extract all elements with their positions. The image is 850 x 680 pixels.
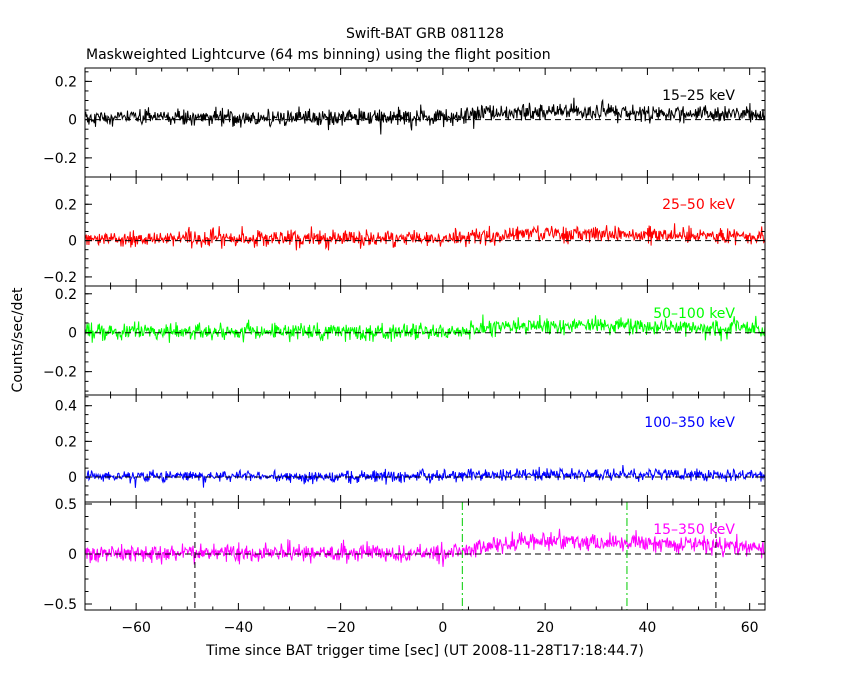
y-tick-label: −0.2 bbox=[43, 151, 77, 167]
y-tick-label: 0 bbox=[68, 547, 77, 563]
panel-band-label: 50–100 keV bbox=[653, 306, 735, 322]
series-line-0 bbox=[85, 97, 765, 135]
chart-title: Swift-BAT GRB 081128 bbox=[346, 26, 504, 42]
y-tick-label: 0 bbox=[68, 113, 77, 129]
y-tick-label: −0.5 bbox=[43, 597, 77, 613]
y-tick-label: 0 bbox=[68, 470, 77, 486]
x-tick-label: −20 bbox=[326, 620, 356, 636]
x-tick-label: −40 bbox=[224, 620, 254, 636]
panel-band-label: 25–50 keV bbox=[662, 197, 735, 213]
panel-3: 0 0.2 0.4 100–350 keV bbox=[55, 394, 766, 503]
y-tick-label: 0 bbox=[68, 234, 77, 250]
panel-band-label: 15–350 keV bbox=[653, 522, 735, 538]
x-tick-label: 60 bbox=[741, 620, 759, 636]
y-tick-label: 0.2 bbox=[55, 197, 77, 213]
y-tick-label: 0.2 bbox=[55, 287, 77, 303]
panel-frame bbox=[84, 176, 766, 287]
x-tick-label: −60 bbox=[121, 620, 151, 636]
y-tick-label: −0.2 bbox=[43, 365, 77, 381]
y-tick-label: 0.4 bbox=[55, 399, 77, 415]
series-line-1 bbox=[85, 223, 765, 251]
panel-frame bbox=[84, 394, 766, 503]
x-axis-label: Time since BAT trigger time [sec] (UT 20… bbox=[205, 643, 644, 659]
y-tick-label: 0.2 bbox=[55, 434, 77, 450]
y-tick-label: 0.5 bbox=[55, 497, 77, 513]
panel-band-label: 100–350 keV bbox=[644, 415, 735, 431]
panel-frame bbox=[84, 501, 766, 611]
series-line-3 bbox=[85, 464, 765, 488]
x-tick-label: 40 bbox=[638, 620, 656, 636]
panel-frame bbox=[84, 285, 766, 396]
y-tick-label: −0.2 bbox=[43, 270, 77, 286]
panel-band-label: 15–25 keV bbox=[662, 88, 735, 104]
y-tick-label: 0.2 bbox=[55, 74, 77, 90]
x-tick-label: 20 bbox=[536, 620, 554, 636]
y-tick-label: 0 bbox=[68, 326, 77, 342]
panel-0: −0.2 0 0.2 15–25 keV bbox=[43, 67, 766, 178]
series-line-2 bbox=[85, 314, 765, 343]
panel-frame bbox=[84, 67, 766, 178]
panel-2: −0.2 0 0.2 50–100 keV bbox=[43, 285, 766, 396]
chart-subtitle: Maskweighted Lightcurve (64 ms binning) … bbox=[86, 47, 551, 63]
x-tick-label: 0 bbox=[438, 620, 447, 636]
y-axis-label: Counts/sec/det bbox=[10, 287, 26, 392]
series-line-4 bbox=[85, 528, 765, 567]
panel-1: −0.2 0 0.2 25–50 keV bbox=[43, 176, 766, 287]
panel-4: −0.5 0 0.5 15–350 keV bbox=[43, 497, 766, 613]
